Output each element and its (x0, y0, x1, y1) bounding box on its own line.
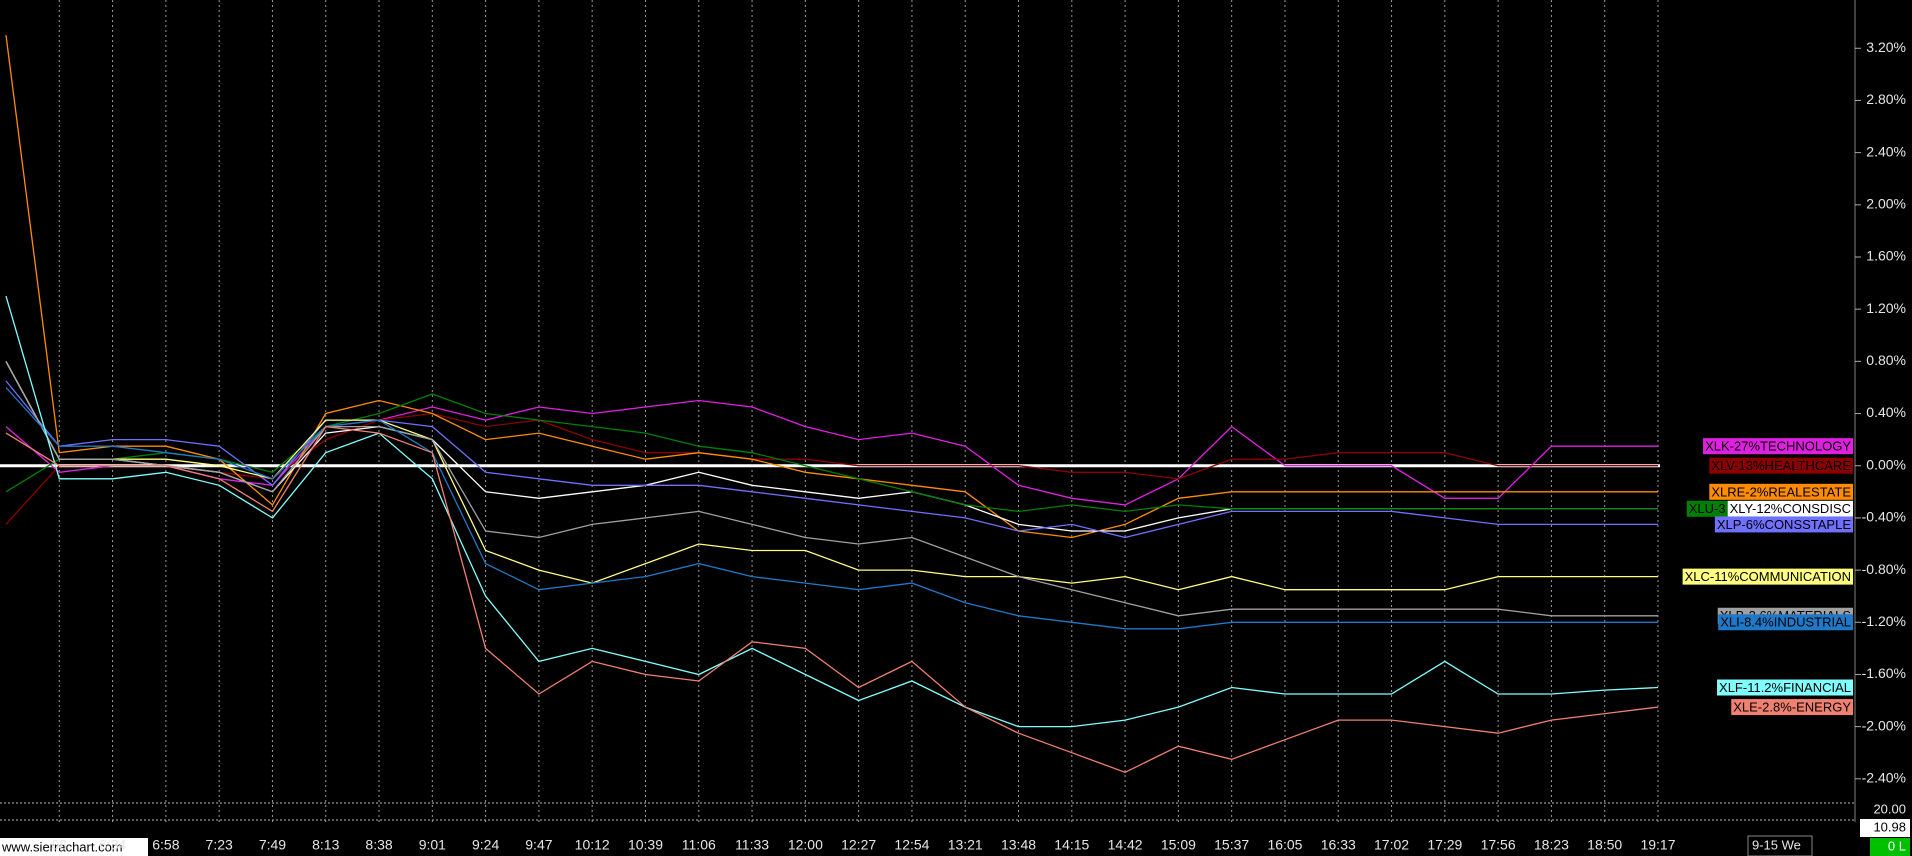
series-label-box (1709, 457, 1853, 474)
series-line (5, 361, 1658, 591)
y-tick-label: 2.80% (1866, 91, 1906, 107)
legend-entry: XLU-3 (1689, 501, 1726, 516)
y-tick-label: -1.60% (1862, 665, 1906, 681)
series-line (5, 412, 1658, 525)
y-tick-label: 1.60% (1866, 248, 1906, 264)
x-tick-label: 6:34 (99, 837, 126, 853)
watermark: www.sierrachart.com (1, 839, 123, 854)
series-line (5, 380, 1658, 539)
x-tick-label: 6:58 (152, 837, 179, 853)
last-value-box (1860, 819, 1910, 837)
x-tick-label: 18:23 (1534, 837, 1569, 853)
x-tick-label: 13:48 (1001, 837, 1036, 853)
x-tick-label: 13:21 (948, 837, 983, 853)
series-label-box (1709, 483, 1853, 500)
date-box (1747, 835, 1813, 856)
y-tick-label: -0.80% (1862, 561, 1906, 577)
y-tick-label: -2.00% (1862, 717, 1906, 733)
legend-entry: XLP-6%CONSSTAPLE (1717, 517, 1851, 532)
x-tick-label: 11:06 (682, 837, 716, 853)
x-tick-label: 14:15 (1054, 837, 1089, 853)
x-tick-label: 8:38 (365, 837, 392, 853)
x-tick-label: 18:50 (1587, 837, 1622, 853)
series-label: XLE-2.8%-ENERGY (1731, 699, 1853, 716)
watermark-box (0, 838, 148, 856)
y-tick-label: 0.40% (1866, 404, 1906, 420)
x-tick-label: 9:24 (472, 837, 499, 853)
legend-entry: XLF-11.2%FINANCIAL (1719, 680, 1851, 695)
series-label-box (1686, 500, 1728, 517)
series-label: XLK-27%TECHNOLOGY (1703, 438, 1853, 455)
series-label: XLI-8.4%INDUSTRIAL (1718, 614, 1853, 631)
series-line (5, 361, 1658, 617)
x-tick-label: 14:42 (1108, 837, 1143, 853)
series-label-box (1717, 679, 1853, 696)
series-line (5, 425, 1659, 774)
y-tick-label: 0.80% (1866, 352, 1906, 368)
date-label: 9-15 We (1752, 837, 1801, 852)
x-tick-label: 17:56 (1481, 837, 1516, 853)
series-label: XLU-3 (1686, 500, 1728, 517)
series-line (5, 399, 1658, 506)
x-tick-label: 10:12 (575, 837, 610, 853)
series-label-box (1731, 699, 1853, 716)
series-label: XLC-11%COMMUNICATION (1682, 568, 1853, 585)
legend-entry: XLK-27%TECHNOLOGY (1705, 439, 1851, 454)
y-tick-label: -2.40% (1862, 770, 1906, 786)
x-tick-label: 17:29 (1427, 837, 1462, 853)
sub-panel-tick-label: 20.00 (1873, 801, 1906, 816)
y-tick-label: -0.40% (1862, 509, 1906, 525)
series-label: XLV-13%HEALTHCARE (1709, 457, 1853, 474)
series-label: XLF-11.2%FINANCIAL (1717, 679, 1853, 696)
x-tick-label: 15:09 (1161, 837, 1196, 853)
x-tick-label: 16:05 (1267, 837, 1302, 853)
x-tick-label: 7:23 (206, 837, 233, 853)
legend-entry: XLY-12%CONSDISC (1730, 501, 1851, 516)
legend-entry: XLE-2.8%-ENERGY (1733, 700, 1851, 715)
x-tick-label: 12:27 (841, 837, 876, 853)
y-tick-label: 2.40% (1866, 143, 1906, 159)
series-line (5, 35, 1658, 539)
y-tick-label: 1.20% (1866, 300, 1906, 316)
x-tick-label: 7:49 (259, 837, 286, 853)
x-tick-label: 16:33 (1321, 837, 1356, 853)
series-label-box (1718, 614, 1853, 631)
x-tick-label: 9:01 (419, 837, 446, 853)
x-tick-label: 08 (52, 837, 68, 853)
sub-panel-last-value: 10.98 (1873, 819, 1906, 834)
legend-entry: XLC-11%COMMUNICATION (1685, 569, 1851, 584)
legend-entry: XLI-8.4%INDUSTRIAL (1720, 615, 1851, 630)
x-tick-label: 9:47 (525, 837, 552, 853)
series-label-box (1727, 500, 1853, 517)
series-label-box (1682, 568, 1853, 585)
series-line (5, 393, 1658, 513)
x-tick-label: 15:37 (1214, 837, 1249, 853)
legend-entry: XLV-13%HEALTHCARE (1711, 458, 1851, 473)
y-tick-label: -1.20% (1862, 613, 1906, 629)
series-line (5, 295, 1659, 728)
series-label-box (1714, 516, 1853, 533)
legend-entry: XLRE-2%REALESTATE (1711, 484, 1851, 499)
x-tick-label: 12:00 (788, 837, 823, 853)
series-label: XLRE-2%REALESTATE (1709, 483, 1853, 500)
x-tick-label: 11:33 (735, 837, 769, 853)
status-box (1870, 838, 1910, 856)
x-tick-label: 10:39 (628, 837, 663, 853)
y-tick-label: 2.00% (1866, 196, 1906, 212)
series-label: XLP-6%CONSSTAPLE (1714, 516, 1853, 533)
series-label-box (1703, 438, 1853, 455)
x-tick-label: 8:13 (312, 837, 339, 853)
series-label: XLY-12%CONSDISC (1727, 500, 1853, 517)
x-tick-label: 12:54 (894, 837, 929, 853)
x-tick-label: 17:02 (1374, 837, 1409, 853)
y-tick-label: 0.00% (1866, 456, 1906, 472)
sub-panel-status: 0 L (1888, 838, 1906, 853)
y-tick-label: 3.20% (1866, 39, 1906, 55)
x-tick-label: 19:17 (1640, 837, 1675, 853)
series-line (5, 387, 1658, 630)
